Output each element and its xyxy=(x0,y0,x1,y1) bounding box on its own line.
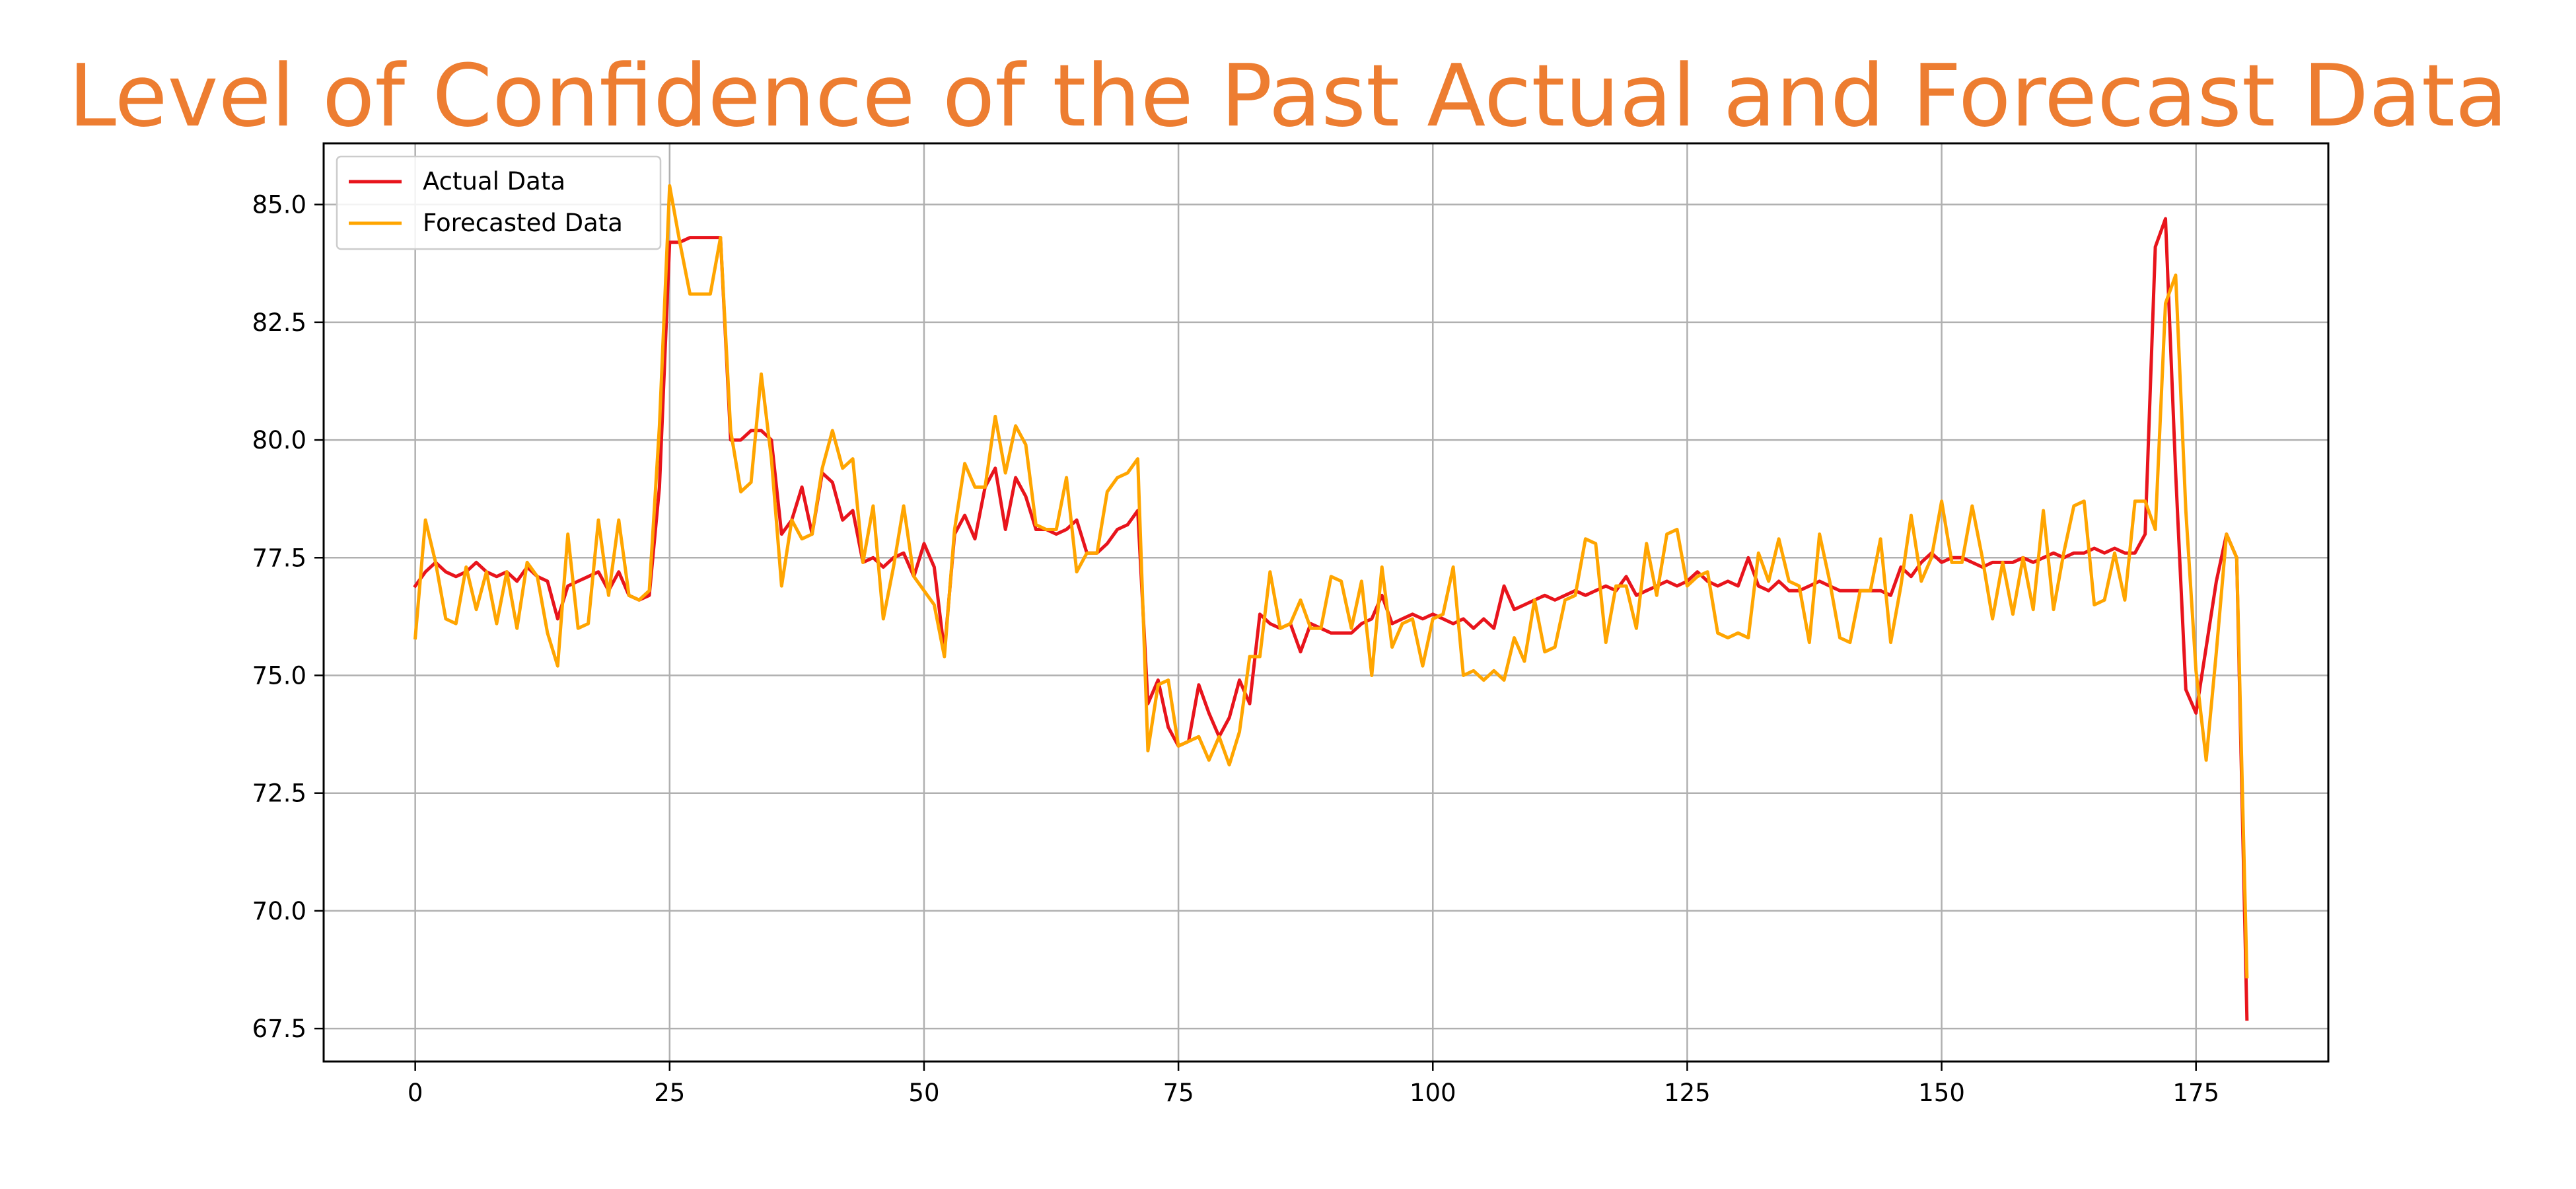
x-axis-ticks: 0 25 50 75 100 125 150 175 xyxy=(408,1062,2219,1107)
series-lines xyxy=(413,184,2249,1021)
plot-area-frame xyxy=(322,142,2330,1063)
series-line-forecast xyxy=(413,184,2249,979)
legend: Actual Data Forecasted Data xyxy=(336,155,662,250)
y-tick-label: 82.5 xyxy=(252,308,306,337)
legend-label: Forecasted Data xyxy=(423,209,623,237)
x-tick-label: 150 xyxy=(1918,1079,1965,1107)
y-tick-label: 72.5 xyxy=(252,779,306,808)
y-tick-label: 67.5 xyxy=(252,1015,306,1043)
x-tick-label: 175 xyxy=(2172,1079,2219,1107)
y-tick-label: 85.0 xyxy=(252,191,306,219)
y-tick-label: 77.5 xyxy=(252,544,306,572)
x-tick-label: 25 xyxy=(654,1079,685,1107)
x-tick-label: 0 xyxy=(408,1079,423,1107)
y-tick-label: 75.0 xyxy=(252,661,306,690)
x-tick-label: 125 xyxy=(1664,1079,1711,1107)
y-axis-ticks: 67.5 70.0 72.5 75.0 77.5 80.0 82.5 85.0 xyxy=(252,191,324,1043)
x-tick-label: 100 xyxy=(1410,1079,1456,1107)
x-tick-label: 50 xyxy=(908,1079,939,1107)
grid-lines xyxy=(324,143,2328,1062)
x-tick-label: 75 xyxy=(1163,1079,1194,1107)
chart-title: Level of Confidence of the Past Actual a… xyxy=(68,46,2508,146)
y-tick-label: 80.0 xyxy=(252,426,306,454)
legend-box xyxy=(336,155,662,250)
legend-label: Actual Data xyxy=(423,167,565,196)
y-tick-label: 70.0 xyxy=(252,897,306,925)
series-line-actual xyxy=(413,217,2249,1021)
